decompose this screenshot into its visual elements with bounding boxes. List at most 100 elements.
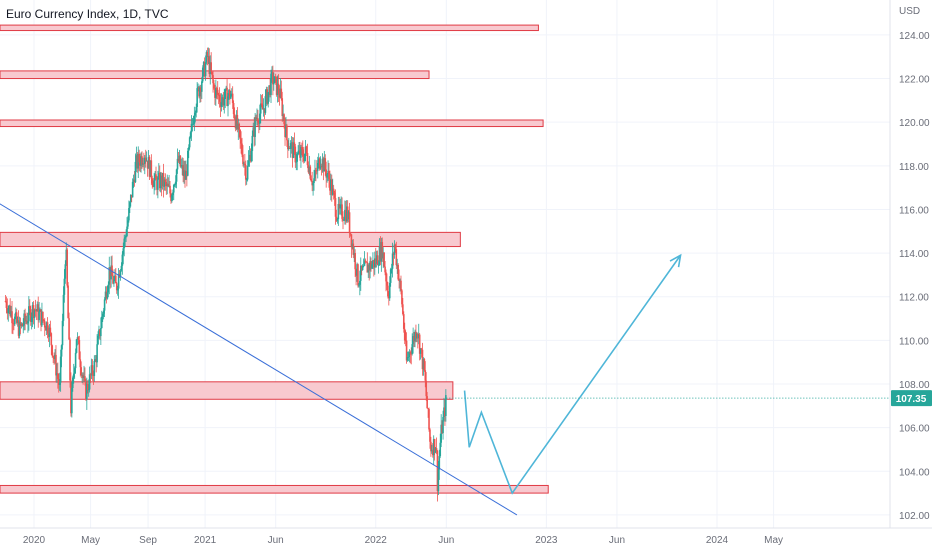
candle-body [439,442,442,457]
candle-body [166,183,169,187]
candle-body [324,158,327,170]
projection-path[interactable] [446,253,890,495]
candle [345,200,348,223]
zone-rect[interactable] [0,24,539,32]
y-tick-label: 120.00 [899,118,930,129]
resistance-zones[interactable] [0,24,549,494]
candle [429,427,431,449]
candle-body [171,195,173,202]
candle [90,358,93,380]
projection-line[interactable] [463,254,682,495]
candle-body [293,142,296,147]
candle-body [276,83,279,95]
candle [257,109,259,127]
candle-body [139,162,141,166]
candle-body [258,113,261,124]
zone-rect[interactable] [0,231,461,248]
candle [105,286,108,304]
candle [241,137,243,158]
candle-body [134,161,137,183]
candle-body [315,170,317,172]
candle-body [12,323,14,324]
candle [124,234,126,248]
candle-body [326,174,328,178]
candle [180,158,183,169]
candle-body [53,356,55,360]
candle-body [413,336,415,342]
candle-body [95,359,97,363]
candle [248,145,251,167]
candle [160,172,163,197]
candle-body [241,143,243,155]
candle [55,345,57,383]
candle-body [142,163,144,165]
candle [75,339,78,354]
candle [81,372,83,384]
candle-body [381,242,384,259]
candle-body [335,216,338,221]
candle [327,160,329,181]
zone-rect[interactable] [0,70,430,80]
zone-rect[interactable] [0,484,549,494]
candle-body [325,169,327,178]
candle [406,351,409,362]
candle [401,289,403,308]
zone-rect[interactable] [0,119,544,128]
candle-body [156,179,158,190]
candle-body [105,291,108,299]
candle-body [246,165,249,180]
candle [19,317,22,335]
y-tick-label: 122.00 [899,75,930,86]
candle-body [273,76,276,83]
chart-title: Euro Currency Index, 1D, TVC [6,7,169,21]
candle [98,325,100,339]
candle [423,357,426,372]
candle-body [147,157,150,169]
candle-body [52,355,54,357]
candle [287,139,289,159]
candle [383,251,385,268]
candle-body [427,408,429,410]
candle [300,144,302,168]
candle [24,308,26,331]
candle-body [72,373,75,378]
candle [394,243,397,253]
candle-body [26,320,28,324]
candle [382,247,385,269]
candle-body [327,170,329,175]
candle-body [114,275,116,280]
candle [115,267,117,284]
candle [121,251,124,275]
y-tick-label: 102.00 [899,511,930,522]
candle [72,375,74,392]
candle [32,301,35,325]
candle-body [385,272,387,282]
candle [358,282,360,288]
candle-body [424,370,427,381]
candle [204,55,207,81]
trendline[interactable] [0,199,518,516]
candle-body [357,264,359,286]
zone-rect[interactable] [0,381,454,400]
candle [381,237,384,262]
candle [167,177,169,187]
trendline-segment[interactable] [0,199,518,516]
candle [36,301,39,312]
candle [227,93,229,117]
candle [365,261,368,263]
candle [290,136,293,154]
candle-body [122,248,125,255]
candle-body [235,114,238,129]
candle-body [355,269,357,276]
candle-body [254,117,256,137]
candle-body [94,359,97,362]
candle [208,48,211,77]
candle [236,107,239,133]
candle [216,81,219,100]
candle-body [9,305,11,316]
candle-body [32,305,35,319]
candle-body [415,331,417,339]
candle-body [262,108,265,110]
